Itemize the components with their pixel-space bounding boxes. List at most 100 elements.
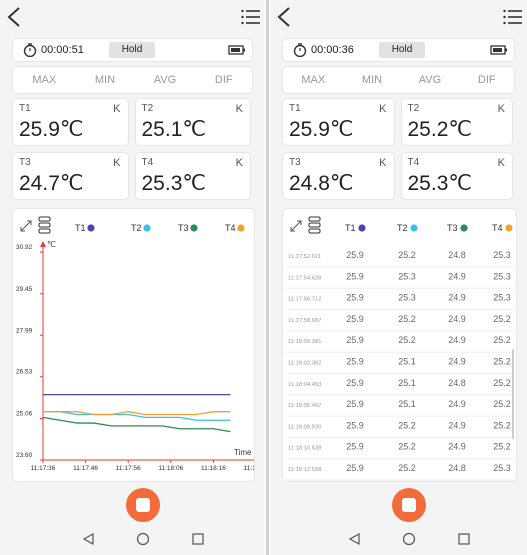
expand-button[interactable] [20,220,32,232]
cell: 24.9 [448,357,466,367]
sensor-value: 25.9℃ [19,118,84,141]
back-button[interactable] [276,6,292,28]
cell: 25.1 [398,357,416,367]
legend-label: T4 [225,223,236,233]
tab[interactable]: AVG [418,74,442,86]
cell: 25.3 [493,293,511,303]
cell: 25.3 [493,463,511,473]
sensor-name: T1 [289,103,301,114]
icon-part [38,222,51,228]
cell: 25.3 [398,271,416,281]
tab[interactable]: MAX [32,74,57,86]
data-panel: T1 T2 T3 T4 11:17:52.611 25.9 25.2 24.8 25.3 11:1… [282,208,517,482]
cell: 24.9 [448,314,466,324]
menu-button[interactable] [503,9,523,25]
nav-recent-part [191,533,204,545]
sensor-value: 25.3℃ [407,172,472,195]
column-header: T3 [447,223,458,233]
hold-button[interactable]: Hold [379,42,425,58]
cell: 25.2 [493,335,511,345]
nav-back[interactable] [348,532,362,546]
nav-recent-part [457,533,470,545]
cell: 25.9 [346,463,364,473]
y-axis-label: ℃ [47,240,56,249]
series-line [42,416,231,433]
cell: 25.2 [493,314,511,324]
clock-icon-part [293,44,307,57]
stop-button[interactable] [124,486,162,524]
x-tick-label: 11:18:16 [201,465,226,472]
cell: 25.9 [346,357,364,367]
cell: 24.8 [448,378,466,388]
back-button-part [7,7,20,27]
tab[interactable]: AVG [153,74,177,86]
cell: 25.9 [346,378,364,388]
sensor-name: T4 [407,157,420,168]
series-line [43,411,231,421]
sensor-card: T3 K 24.7℃ [12,152,129,200]
icon-part [38,216,51,222]
row-time: 11:17:52.611 [288,254,321,260]
legend-label: T3 [178,223,189,233]
tab[interactable]: MAX [301,74,326,86]
cell: 25.2 [493,357,511,367]
sensor-card: T1 K 25.9℃ [282,98,395,146]
clock-icon [293,43,307,57]
cell: 25.2 [493,420,511,430]
menu-button[interactable] [241,9,261,25]
sensor-card: T4 K 25.3℃ [400,152,513,200]
x-tick-label: 11:18:06 [158,465,183,472]
nav-home[interactable] [402,532,416,546]
battery-icon-part [493,48,502,52]
cell: 24.9 [448,335,466,345]
cell: 25.3 [398,293,416,303]
menu-button-part [241,15,244,19]
tab[interactable]: MIN [94,74,116,86]
nav-home[interactable] [136,532,150,546]
expand-button[interactable] [290,220,302,232]
stop-button[interactable] [390,486,428,524]
cell: 25.9 [346,335,364,345]
menu-button-part [503,9,506,13]
cell: 25.9 [346,314,364,324]
sensor-unit: K [113,103,121,115]
legend-dot [237,224,245,232]
list-button[interactable] [38,216,51,234]
x-tick-label: 11:17:46 [73,465,98,472]
legend-dot [143,224,151,232]
column-dot [410,224,418,232]
row-time: 11:17:54.628 [288,275,321,281]
back-button[interactable] [6,6,22,28]
column-header: T4 [492,223,503,233]
cell: 25.2 [493,399,511,409]
battery-icon-part [505,48,507,52]
nav-recent[interactable] [457,532,471,546]
tab[interactable]: DIF [214,74,233,86]
nav-recent[interactable] [191,532,205,546]
timer: 00:00:36 [311,44,354,56]
nav-back[interactable] [82,532,96,546]
cell: 25.2 [398,335,416,345]
row-time: 11:18:12.598 [288,467,321,473]
icon-part [20,220,32,232]
icon-part [308,216,321,222]
hold-button[interactable]: Hold [109,42,155,58]
panel-canvas: T1 T2 T3 T4 11:17:52.611 25.9 25.2 24.8 25.3 11:1… [287,216,514,481]
cell: 25.2 [398,250,416,260]
sensor-card: T1 K 25.9℃ [12,98,129,146]
nav-back-part [82,532,94,546]
sensor-name: T4 [141,157,154,168]
cell: 25.2 [398,463,416,473]
sensor-value: 25.1℃ [141,118,206,141]
tab[interactable]: MIN [361,74,383,86]
cell: 24.9 [448,271,466,281]
sensor-unit: K [379,157,387,169]
y-tick-label: 25.06 [16,411,33,418]
tab[interactable]: DIF [477,74,496,86]
list-button[interactable] [308,216,321,234]
stop-button-part [135,498,150,512]
cell: 25.3 [493,250,511,260]
cell: 24.9 [448,420,466,430]
clock-icon-part [23,44,37,57]
